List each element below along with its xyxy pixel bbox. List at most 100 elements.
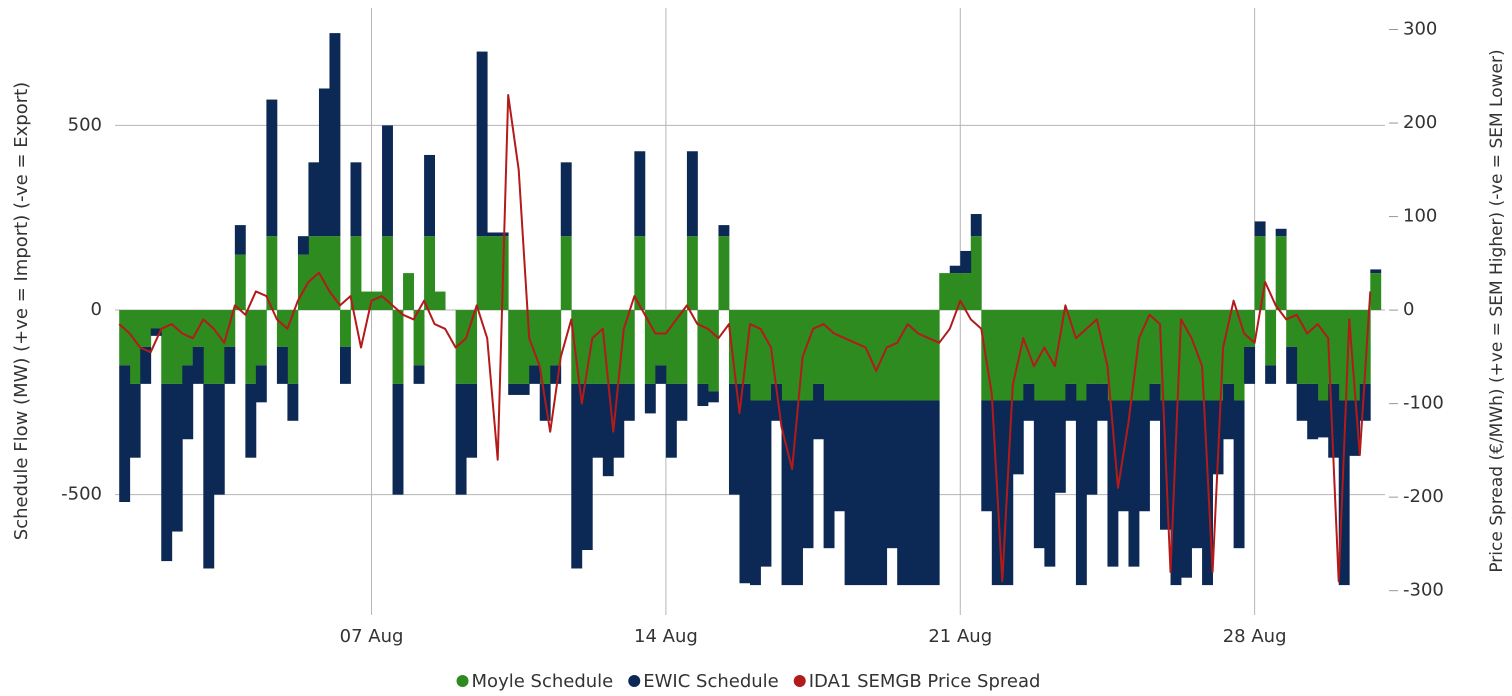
bar bbox=[897, 310, 909, 401]
bar bbox=[287, 310, 299, 384]
bar bbox=[350, 236, 362, 311]
bar bbox=[382, 236, 393, 311]
bar bbox=[855, 310, 867, 401]
bar bbox=[602, 383, 614, 477]
bar bbox=[697, 310, 709, 384]
bar bbox=[1107, 400, 1119, 567]
bar bbox=[245, 310, 257, 384]
bar bbox=[424, 154, 436, 237]
bar bbox=[1296, 383, 1308, 421]
bar bbox=[1181, 400, 1192, 578]
bar bbox=[318, 88, 330, 237]
bar bbox=[886, 400, 898, 549]
bar bbox=[329, 33, 341, 237]
bar bbox=[1349, 310, 1361, 401]
bar bbox=[876, 400, 888, 586]
bar bbox=[1317, 310, 1329, 401]
bar bbox=[297, 254, 309, 311]
bar bbox=[1359, 310, 1371, 384]
bar bbox=[539, 310, 551, 384]
bar bbox=[981, 400, 993, 512]
bar bbox=[1128, 310, 1140, 401]
bar bbox=[403, 273, 414, 311]
bar bbox=[834, 400, 846, 512]
bar bbox=[949, 265, 961, 274]
bar bbox=[255, 365, 267, 403]
bar bbox=[1138, 400, 1150, 512]
bar bbox=[907, 310, 919, 401]
y-axis-title: Schedule Flow (MW) (+ve = Import) (-ve =… bbox=[11, 82, 32, 540]
bar bbox=[1244, 346, 1256, 384]
bar bbox=[382, 125, 393, 237]
bar bbox=[1233, 310, 1245, 401]
bar bbox=[728, 310, 740, 384]
bar bbox=[487, 232, 499, 237]
bar bbox=[771, 310, 782, 384]
bar bbox=[623, 383, 635, 421]
bar bbox=[707, 391, 719, 403]
bar bbox=[960, 273, 972, 311]
bar bbox=[508, 383, 520, 395]
bar bbox=[1054, 400, 1066, 493]
bar bbox=[1317, 400, 1329, 438]
bar bbox=[1149, 310, 1161, 384]
bar bbox=[1044, 400, 1056, 567]
bar bbox=[213, 383, 225, 495]
bar bbox=[1202, 310, 1213, 401]
y2-tick-label: 300 bbox=[1403, 19, 1437, 40]
bar bbox=[1328, 310, 1340, 384]
bar bbox=[707, 310, 719, 392]
y-tick-label: 0 bbox=[91, 299, 102, 320]
bar bbox=[119, 365, 131, 503]
bar bbox=[1181, 310, 1192, 401]
bar bbox=[802, 310, 814, 401]
bar bbox=[339, 310, 351, 347]
bar bbox=[476, 236, 488, 311]
bar bbox=[224, 346, 236, 384]
bar bbox=[781, 310, 793, 401]
bar bbox=[676, 383, 688, 421]
legend-marker bbox=[456, 675, 469, 687]
y2-tick-label: -200 bbox=[1403, 486, 1444, 507]
bar bbox=[1117, 310, 1129, 401]
bar bbox=[487, 236, 499, 311]
bar bbox=[886, 310, 898, 401]
bar bbox=[1307, 383, 1319, 440]
bar bbox=[140, 346, 152, 384]
bar bbox=[781, 400, 793, 586]
bar bbox=[1023, 383, 1035, 421]
bar bbox=[750, 310, 761, 401]
bar bbox=[529, 365, 541, 384]
bar bbox=[119, 310, 131, 366]
legend-label: IDA1 SEMGB Price Spread bbox=[809, 671, 1041, 692]
bar bbox=[1370, 269, 1382, 274]
y2-tick-label: -100 bbox=[1403, 393, 1444, 414]
bar bbox=[161, 383, 173, 562]
bar bbox=[287, 383, 299, 421]
bar bbox=[644, 310, 656, 384]
bar bbox=[918, 400, 930, 586]
bar bbox=[792, 310, 803, 401]
bar bbox=[182, 310, 194, 366]
legend-label: Moyle Schedule bbox=[472, 671, 614, 692]
bar bbox=[171, 383, 183, 532]
bar bbox=[865, 400, 877, 586]
bar bbox=[455, 310, 467, 384]
bar bbox=[1012, 400, 1024, 475]
bar bbox=[1254, 221, 1266, 237]
bar bbox=[392, 383, 404, 495]
bar bbox=[665, 383, 677, 458]
bar bbox=[1265, 365, 1277, 384]
bar bbox=[1170, 310, 1182, 401]
bar bbox=[802, 400, 814, 549]
bar bbox=[1296, 310, 1308, 384]
bar bbox=[392, 310, 404, 384]
bar bbox=[960, 250, 972, 274]
bar bbox=[424, 236, 436, 311]
bar bbox=[571, 383, 583, 569]
bar bbox=[1075, 310, 1087, 401]
bar bbox=[655, 365, 667, 384]
bar bbox=[686, 151, 698, 237]
bar bbox=[1286, 310, 1298, 347]
